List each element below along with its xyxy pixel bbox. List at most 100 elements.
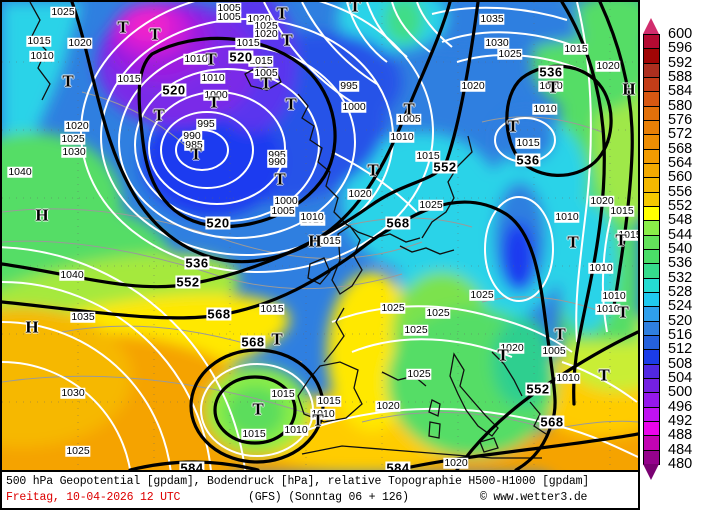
isobar-label: 1005 [270, 204, 296, 217]
scale-value-label: 508 [668, 355, 693, 372]
isobar-label: 1025 [60, 132, 86, 145]
scale-box [643, 191, 660, 208]
pressure-center-label: T [285, 94, 297, 114]
isobar-label: 1020 [443, 456, 469, 469]
isobar-label: 1025 [406, 367, 432, 380]
scale-value-label: 548 [668, 212, 693, 229]
isobar-label: 1020 [589, 194, 615, 207]
coastlines [29, 2, 547, 459]
scale-value-label: 592 [668, 54, 693, 71]
scale-box [643, 277, 660, 293]
pressure-center-label: T [312, 410, 324, 430]
isobar-label: 1020 [64, 119, 90, 132]
isobar-label: 1005 [253, 66, 279, 79]
isobar-label: 1015 [26, 34, 52, 47]
scale-box [643, 205, 660, 222]
isobar-label: 985 [184, 138, 204, 151]
graticule [2, 2, 638, 470]
isobar-label: 1025 [425, 306, 451, 319]
scale-box [643, 320, 660, 336]
pressure-center-label: T [615, 230, 627, 250]
scale-box [643, 363, 660, 379]
scale-value-label: 576 [668, 111, 693, 128]
isobar-label: 1025 [497, 47, 523, 60]
isobar-label: 1005 [541, 344, 567, 357]
isobar-label: 1020 [595, 59, 621, 72]
caption-title: 500 hPa Geopotential [gpdam], Bodendruck… [6, 475, 589, 488]
geopotential-label: 536 [515, 152, 541, 168]
isobar-label: 1025 [253, 19, 279, 32]
isobar-label: 1020 [538, 79, 564, 92]
pressure-center-label: T [567, 232, 579, 252]
scale-value-label: 500 [668, 384, 693, 401]
isobar-label: 1000 [203, 88, 229, 101]
geopotential-label: 552 [525, 381, 551, 397]
scale-value-label: 488 [668, 427, 693, 444]
pressure-center-label: T [117, 17, 129, 37]
scale-arrow-bottom [643, 463, 659, 480]
pressure-center-label: T [617, 302, 629, 322]
caption-datetime: Freitag, 10-04-2026 12 UTC [6, 491, 181, 504]
pressure-center-label: T [205, 49, 217, 69]
isobar-label: 1025 [418, 198, 444, 211]
isobar-label: 1020 [375, 399, 401, 412]
geopotential-label: 552 [175, 274, 201, 290]
scale-box [643, 91, 660, 107]
isobar-label: 990 [267, 155, 287, 168]
isobar-label: 1010 [200, 71, 226, 84]
scale-value-label: 600 [668, 26, 693, 42]
isobar-label: 1025 [50, 5, 76, 18]
pressure-center-label: T [497, 345, 509, 365]
isobar-label: 1015 [316, 394, 342, 407]
scale-box [643, 76, 660, 93]
scale-box [643, 248, 660, 265]
caption: 500 hPa Geopotential [gpdam], Bodendruck… [0, 470, 640, 510]
scale-box [643, 177, 660, 193]
geopotential-label: 520 [205, 215, 231, 231]
isobar-label: 1010 [588, 261, 614, 274]
isobar-label: 1040 [7, 165, 33, 178]
pressure-center-label: T [367, 160, 379, 180]
scale-box [643, 105, 660, 122]
scale-value-label: 504 [668, 369, 693, 386]
isobar-label: 1015 [563, 42, 589, 55]
isobar-label: 1015 [235, 36, 261, 49]
scale-value-label: 484 [668, 441, 693, 458]
isobar-label: 1010 [601, 289, 627, 302]
pressure-center-label: T [281, 30, 293, 50]
pressure-center-label: T [507, 116, 519, 136]
pressure-center-label: T [190, 144, 202, 164]
isobar-label: 1005 [216, 1, 242, 14]
pressure-center-label: T [149, 24, 161, 44]
isobar-label: 1000 [273, 194, 299, 207]
scale-value-label: 580 [668, 97, 693, 114]
isobar-label: 995 [267, 148, 287, 161]
caption-credit: © www.wetter3.de [480, 491, 588, 504]
isobar-label: 1015 [241, 427, 267, 440]
pressure-center-label: H [308, 231, 322, 251]
pressure-center-label: H [35, 205, 49, 225]
isobar-label: 1010 [183, 52, 209, 65]
isobar-label: 1010 [299, 210, 325, 223]
isobar-label: 1015 [515, 136, 541, 149]
isobar-label: 1015 [316, 234, 342, 247]
scale-box [643, 263, 660, 279]
scale-box [643, 435, 660, 451]
scale-value-label: 564 [668, 154, 693, 171]
scale-value-label: 556 [668, 183, 693, 200]
pressure-center-label: T [252, 399, 264, 419]
scale-value-label: 520 [668, 312, 693, 329]
isobar-label: 1010 [532, 102, 558, 115]
scale-value-label: 480 [668, 455, 693, 472]
pressure-center-label: T [260, 73, 272, 93]
isobar-label: 1010 [283, 423, 309, 436]
geopotential-label: 584 [179, 461, 205, 470]
scale-arrow-top [643, 18, 659, 34]
scale-value-label: 536 [668, 255, 693, 272]
isobar-label: 1015 [116, 72, 142, 85]
isobar-label: 995 [196, 117, 216, 130]
scale-value-label: 524 [668, 298, 693, 315]
pressure-center-label: T [554, 324, 566, 344]
scale-box [643, 291, 660, 308]
scale-value-label: 492 [668, 412, 693, 429]
